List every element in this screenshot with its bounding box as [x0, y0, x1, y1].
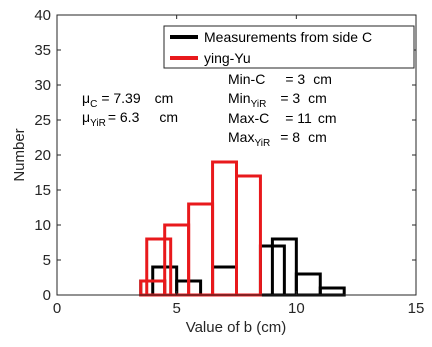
y-tick-label-3: 15: [34, 182, 51, 199]
annotation-mu-c: μC = 7.39 cm: [82, 90, 173, 110]
annotation-mu-yir: μYiR = 6.3 cm: [82, 109, 178, 129]
legend-label-ying-yu: ying-Yu: [204, 50, 251, 66]
x-tick-label-2: 10: [288, 300, 305, 317]
y-tick-label-2: 10: [34, 217, 51, 234]
y-tick-label-8: 40: [34, 7, 51, 24]
annotation-min-yir: MinYiR = 3 cm: [228, 90, 327, 110]
x-tick-label-1: 5: [172, 300, 180, 317]
y-axis-label: Number: [11, 128, 28, 181]
y-tick-label-4: 20: [34, 147, 51, 164]
legend: Measurements from side C ying-Yu: [163, 25, 415, 69]
y-tick-label-7: 35: [34, 42, 51, 59]
x-tick-label-0: 0: [53, 300, 61, 317]
x-axis-label: Value of b (cm): [186, 319, 287, 336]
ticks-layer: 0 5 10 15 20 25 30 35 40 0 5 10 15: [34, 7, 424, 317]
annotation-min-c: Min-C = 3 cm: [228, 71, 332, 87]
legend-box: [163, 25, 415, 69]
y-tick-label-6: 30: [34, 77, 51, 94]
annotations: μC = 7.39 cm μYiR = 6.3 cm Min-C = 3 cm MinYiR…: [82, 71, 337, 149]
y-tick-label-0: 0: [43, 287, 51, 304]
legend-label-side-c: Measurements from side C: [204, 29, 372, 45]
annotation-max-c: Max-C = 11 cm: [228, 110, 337, 126]
y-tick-label-1: 5: [43, 252, 51, 269]
annotation-max-yir: MaxYiR = 8 cm: [228, 129, 327, 149]
x-tick-label-3: 15: [408, 300, 425, 317]
y-tick-label-5: 25: [34, 112, 51, 129]
